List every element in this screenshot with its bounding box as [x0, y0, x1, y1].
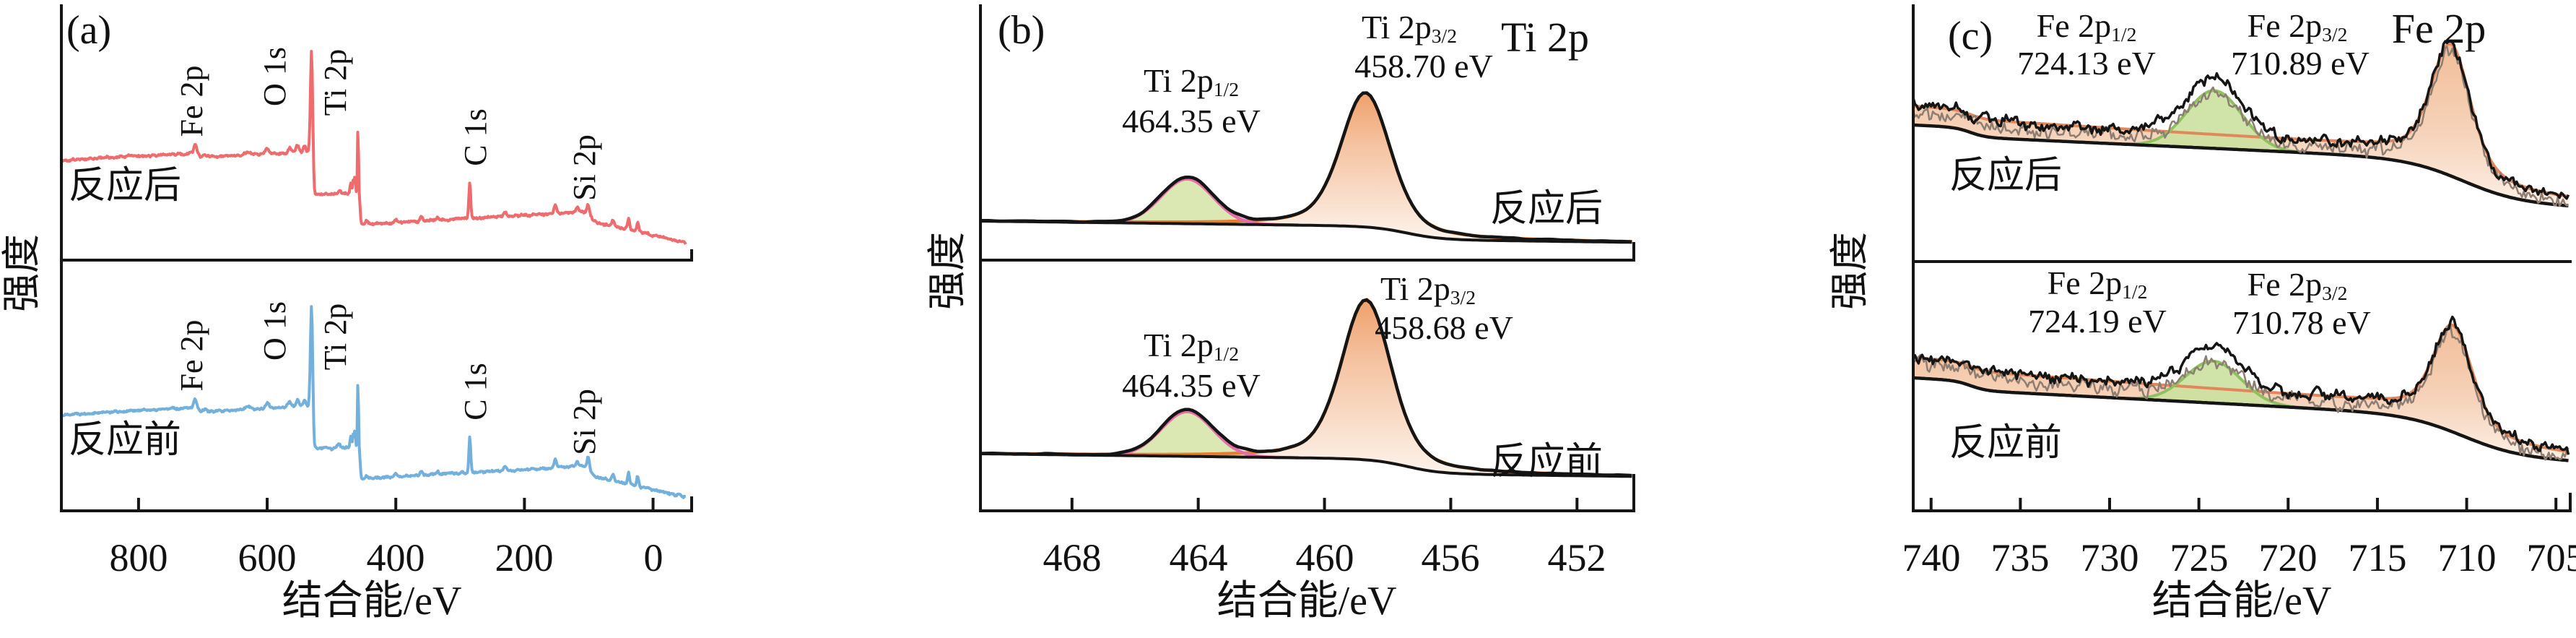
fe2p12-fit-fill-before — [2116, 361, 2312, 409]
panel-c-title: Fe 2p — [2391, 5, 2486, 52]
ti2p12-fit-fill-after — [1067, 178, 1299, 225]
annotation-main: Ti 2p — [1380, 270, 1450, 307]
tick-label-a-0: 0 — [643, 536, 663, 579]
tick-label-c-705: 705 — [2526, 536, 2576, 579]
tick-label-c-710: 710 — [2437, 536, 2497, 579]
axes-layer — [60, 4, 2572, 512]
tick-label-a-400: 400 — [366, 536, 425, 579]
sample-label-after-c: 反应后 — [1949, 155, 2063, 197]
tick-label-b-464: 464 — [1169, 536, 1228, 579]
sample-label-before-c: 反应前 — [1949, 423, 2063, 464]
xaxis-label-c: 结合能/eV — [2151, 579, 2332, 624]
peak-label-c1s-before: C 1s — [458, 363, 493, 421]
tick-label-b-460: 460 — [1295, 536, 1354, 579]
annotation-main: Ti 2p — [1143, 327, 1214, 363]
sample-label-before-b: 反应前 — [1489, 441, 1604, 483]
xaxis-label-b: 结合能/eV — [1217, 579, 1397, 624]
peak-label-o1s-after: O 1s — [257, 47, 292, 106]
peak-label-o1s-before: O 1s — [257, 301, 292, 361]
panel-c-letter: (c) — [1948, 14, 1993, 59]
annotation-ti2p32-before-name: Ti 2p3/2 — [1380, 270, 1476, 309]
yaxis-label-a: 强度 — [0, 234, 43, 312]
tick-label-b-456: 456 — [1421, 536, 1480, 579]
background-line-after — [1913, 123, 2569, 208]
annotation-ti2p12-before-energy: 464.35 eV — [1122, 367, 1261, 404]
annotation-fe2p32-after-energy: 710.89 eV — [2231, 45, 2370, 82]
sample-label-after-a: 反应后 — [69, 165, 182, 207]
annotation-main: Fe 2p — [2047, 264, 2123, 301]
measured-line-after — [1913, 39, 2570, 200]
annotation-main: Fe 2p — [2247, 266, 2323, 303]
tick-label-c-720: 720 — [2258, 536, 2318, 579]
tick-label-c-735: 735 — [1990, 536, 2050, 579]
peak-label-si2p-after: Si 2p — [567, 134, 602, 201]
survey-curve-before — [61, 305, 687, 499]
background-line-before — [1913, 376, 2569, 462]
measured-line-after — [980, 91, 1632, 243]
yaxis-label-b: 强度 — [926, 232, 969, 310]
yaxis-label-c: 强度 — [1828, 232, 1871, 310]
annotation-main: Ti 2p — [1143, 62, 1214, 99]
annotation-main: Fe 2p — [2247, 7, 2323, 44]
tick-label-a-200: 200 — [495, 536, 554, 579]
peak-label-si2p-before: Si 2p — [567, 389, 602, 455]
annotation-sub: 3/2 — [1431, 25, 1458, 48]
annotation-sub: 3/2 — [2322, 282, 2348, 305]
annotation-sub: 1/2 — [1213, 78, 1240, 101]
tick-label-b-452: 452 — [1547, 536, 1606, 579]
annotation-fe2p32-before-name: Fe 2p3/2 — [2247, 266, 2348, 305]
xaxis-label-a: 结合能/eV — [282, 579, 462, 624]
survey-curve-after — [61, 50, 687, 246]
annotation-ti2p32-before-energy: 458.68 eV — [1375, 309, 1513, 346]
annotation-sub: 1/2 — [2111, 23, 2137, 46]
annotation-fe2p32-after-name: Fe 2p3/2 — [2247, 7, 2348, 46]
annotation-fe2p12-before-energy: 724.19 eV — [2028, 303, 2167, 340]
panel-b-title: Ti 2p — [1500, 14, 1590, 61]
annotation-fe2p32-before-energy: 710.78 eV — [2232, 304, 2371, 341]
peak-label-fe2p-after: Fe 2p — [174, 65, 209, 137]
annotation-ti2p32-after-energy: 458.70 eV — [1354, 48, 1493, 85]
raw-line-before — [1913, 324, 2570, 461]
annotation-sub: 3/2 — [2322, 23, 2348, 46]
annotation-main: Ti 2p — [1361, 9, 1432, 46]
peak-label-fe2p-before: Fe 2p — [174, 319, 209, 392]
tick-label-c-740: 740 — [1902, 536, 1961, 579]
panel-a-letter: (a) — [66, 8, 112, 53]
tick-label-a-800: 800 — [109, 536, 168, 579]
ti2p32-fit-fill-after — [980, 92, 1632, 243]
annotation-main: Fe 2p — [2036, 7, 2112, 44]
annotation-sub: 3/2 — [1450, 286, 1476, 309]
tick-label-b-468: 468 — [1043, 536, 1102, 579]
tick-label-c-725: 725 — [2170, 536, 2229, 579]
peak-label-ti2p-after: Ti 2p — [318, 48, 353, 116]
measured-line-before — [1913, 315, 2570, 455]
sample-label-after-b: 反应后 — [1489, 189, 1604, 230]
sample-label-before-a: 反应前 — [69, 420, 182, 461]
annotation-ti2p12-after-energy: 464.35 eV — [1122, 103, 1261, 139]
peak-label-ti2p-before: Ti 2p — [318, 303, 353, 371]
tick-label-a-600: 600 — [238, 536, 297, 579]
panel-b-letter: (b) — [998, 8, 1045, 53]
annotation-fe2p12-after-energy: 724.13 eV — [2017, 45, 2156, 82]
annotation-fe2p12-after-name: Fe 2p1/2 — [2036, 7, 2137, 46]
annotation-sub: 1/2 — [1213, 342, 1240, 366]
annotation-sub: 1/2 — [2122, 280, 2148, 303]
curves-layer — [61, 39, 2570, 499]
tick-label-c-730: 730 — [2080, 536, 2139, 579]
measured-line-before — [980, 298, 1632, 478]
annotation-ti2p12-after-name: Ti 2p1/2 — [1143, 62, 1240, 101]
peak-label-c1s-after: C 1s — [458, 108, 493, 166]
annotation-ti2p12-before-name: Ti 2p1/2 — [1143, 327, 1240, 366]
annotation-fe2p12-before-name: Fe 2p1/2 — [2047, 264, 2148, 303]
annotation-ti2p32-after-name: Ti 2p3/2 — [1361, 9, 1458, 48]
ti2p12-fit-fill-before — [1067, 411, 1299, 458]
tick-label-c-715: 715 — [2348, 536, 2407, 579]
